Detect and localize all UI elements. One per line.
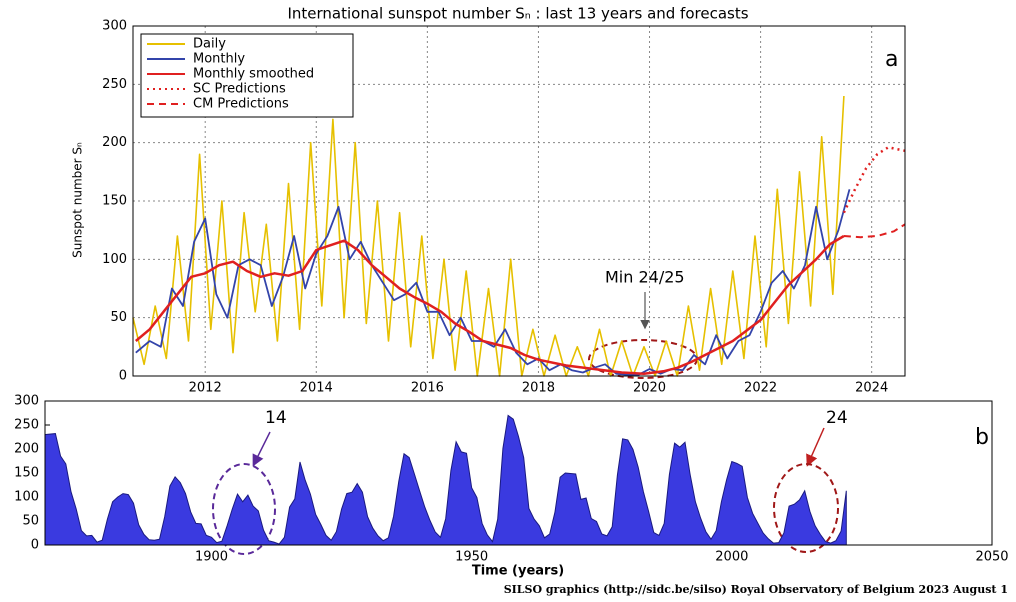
legend-label: Monthly xyxy=(193,52,245,67)
chart-title: International sunspot number Sₙ : last 1… xyxy=(287,5,748,23)
annotation: 24 xyxy=(826,408,848,428)
y-tick-label: 0 xyxy=(31,538,39,553)
data-line xyxy=(843,223,906,239)
legend-label: CM Predictions xyxy=(193,97,289,112)
y-tick-label: 50 xyxy=(22,514,39,529)
y-axis-label: Sunspot number Sₙ xyxy=(71,142,85,258)
source-note: SILSO graphics (http://sidc.be/silso) Ro… xyxy=(504,583,1008,596)
data-area xyxy=(44,414,847,546)
annotation: 14 xyxy=(265,408,287,428)
annotation: Min 24/25 xyxy=(605,268,685,287)
data-line xyxy=(842,146,906,214)
x-tick-label: 2024 xyxy=(855,381,888,396)
y-tick-label: 250 xyxy=(102,77,127,92)
y-tick-label: 0 xyxy=(119,369,127,384)
annotation-arrow xyxy=(252,431,271,467)
x-tick-label: 2020 xyxy=(633,381,666,396)
x-tick-label: 2022 xyxy=(744,381,777,396)
x-tick-label: 1900 xyxy=(195,550,228,565)
y-tick-label: 300 xyxy=(14,394,39,409)
highlight-ellipse xyxy=(212,463,276,555)
plot-frame xyxy=(44,400,993,546)
legend-label: SC Predictions xyxy=(193,82,286,97)
y-tick-label: 300 xyxy=(102,19,127,34)
y-tick-label: 150 xyxy=(102,194,127,209)
y-tick-label: 250 xyxy=(14,418,39,433)
x-tick-label: 2000 xyxy=(715,550,748,565)
y-tick-label: 100 xyxy=(102,252,127,267)
x-tick-label: 2012 xyxy=(189,381,222,396)
x-tick-label: 2018 xyxy=(522,381,555,396)
x-tick-label: 2016 xyxy=(411,381,444,396)
legend-label: Daily xyxy=(193,37,226,52)
y-tick-label: 100 xyxy=(14,490,39,505)
x-tick-label: 2050 xyxy=(975,550,1008,565)
panel-label: b xyxy=(975,425,989,450)
x-axis-label: Time (years) xyxy=(472,564,564,579)
y-tick-label: 200 xyxy=(102,135,127,150)
data-line xyxy=(134,234,845,375)
highlight-ellipse xyxy=(773,463,839,553)
y-tick-label: 150 xyxy=(14,466,39,481)
data-line xyxy=(132,95,845,377)
legend-label: Monthly smoothed xyxy=(193,67,314,82)
panel-label: a xyxy=(885,47,898,72)
plot-frame xyxy=(132,25,906,377)
x-tick-label: 1950 xyxy=(455,550,488,565)
y-tick-label: 200 xyxy=(14,442,39,457)
y-tick-label: 50 xyxy=(110,310,127,325)
data-line xyxy=(135,189,851,376)
x-tick-label: 2014 xyxy=(300,381,333,396)
annotation-arrow xyxy=(806,427,825,467)
